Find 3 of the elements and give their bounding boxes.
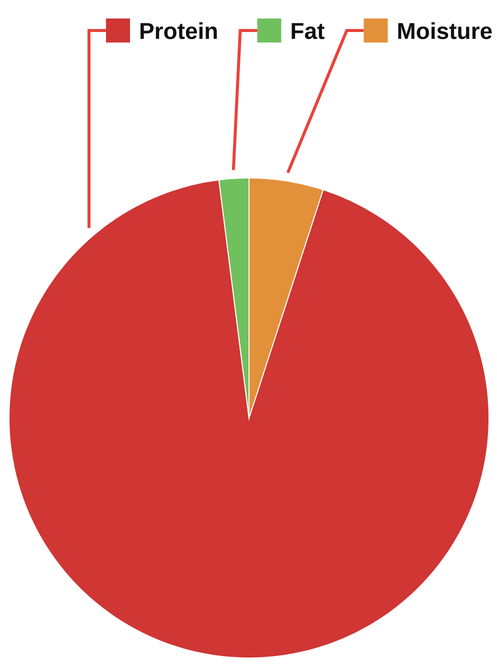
legend-label: Fat	[292, 23, 324, 40]
legend-label: Moisture	[398, 22, 492, 40]
legend-label: Protein	[140, 22, 217, 40]
